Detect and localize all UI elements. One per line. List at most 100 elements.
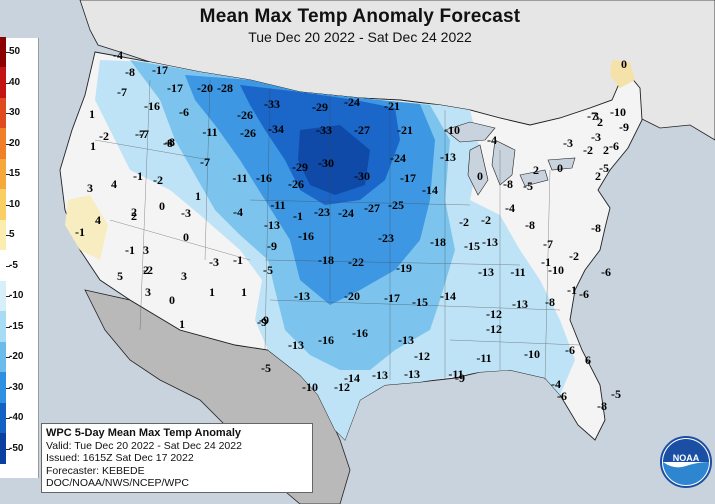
legend-tick	[6, 296, 10, 297]
anomaly-value: 1	[89, 107, 95, 121]
anomaly-value: 0	[557, 161, 563, 175]
anomaly-value: 3	[143, 243, 149, 257]
anomaly-value: -10	[524, 347, 540, 361]
anomaly-value: -13	[512, 297, 528, 311]
info-product-name: WPC 5-Day Mean Max Temp Anomaly	[46, 427, 241, 439]
anomaly-value: -8	[163, 136, 173, 150]
anomaly-value: -26	[240, 126, 256, 140]
state-borders	[94, 79, 581, 381]
anomaly-value: -8	[591, 221, 601, 235]
anomaly-value: -13	[440, 150, 456, 164]
legend-tick	[6, 326, 10, 328]
anomaly-value: -17	[400, 171, 416, 185]
anomaly-value: -23	[378, 231, 394, 245]
anomaly-value: -5	[261, 361, 271, 375]
anomaly-value: -22	[348, 255, 364, 269]
anomaly-value: -8	[125, 65, 135, 79]
anomaly-value: 0	[159, 199, 165, 213]
anomaly-value: -8	[545, 295, 555, 309]
anomaly-value: 1	[209, 285, 215, 299]
anomaly-value: -14	[440, 289, 456, 303]
anomaly-value: -13	[398, 333, 414, 347]
anomaly-value: -10	[444, 123, 460, 137]
anomaly-value: -16	[298, 229, 314, 243]
page-title: Mean Max Temp Anomaly Forecast	[199, 6, 521, 27]
legend-swatch	[0, 250, 6, 281]
anomaly-value: -21	[397, 123, 413, 137]
anomaly-value: 0	[477, 169, 483, 183]
legend-tick	[6, 82, 10, 84]
anomaly-value: -23	[314, 205, 330, 219]
legend-tick	[6, 235, 10, 236]
anomaly-value: 1	[241, 285, 247, 299]
anomaly-value: -26	[288, 177, 304, 191]
anomaly-value: -14	[344, 371, 360, 385]
anomaly-value: -27	[364, 201, 380, 215]
legend-swatch	[0, 372, 6, 403]
anomaly-value: -2	[99, 129, 109, 143]
anomaly-value: -10	[610, 105, 626, 119]
legend-tick	[6, 357, 10, 358]
anomaly-value: -13	[482, 235, 498, 249]
legend-label: 20	[9, 137, 21, 149]
anomaly-value: -11	[510, 265, 526, 279]
anomaly-value: -6	[601, 265, 611, 279]
legend-label: -15	[9, 320, 24, 332]
anomaly-value: -16	[256, 171, 272, 185]
anomaly-value: -9	[455, 371, 465, 385]
anomaly-value: -18	[318, 253, 334, 267]
anomaly-value: -27	[354, 123, 370, 137]
anomaly-value: 0	[621, 57, 627, 71]
anomaly-value: -24	[390, 151, 406, 165]
anomaly-value: -8	[525, 218, 535, 232]
legend-label: 15	[9, 168, 21, 179]
info-box: WPC 5-Day Mean Max Temp Anomaly Valid: T…	[41, 423, 313, 493]
anomaly-value: -25	[388, 198, 404, 212]
anomaly-value: -15	[464, 239, 480, 253]
anomaly-value: -20	[197, 81, 213, 95]
anomaly-value: -20	[344, 289, 360, 303]
legend-tick	[6, 113, 10, 114]
anomaly-value: -16	[352, 326, 368, 340]
anomaly-value: -13	[264, 218, 280, 232]
anomaly-value: -1	[75, 225, 85, 239]
anomaly-value: -13	[294, 289, 310, 303]
anomaly-value: -34	[268, 122, 284, 136]
anomaly-value: 2	[131, 209, 137, 223]
noaa-logo-text: NOAA	[673, 453, 700, 463]
anomaly-value: -11	[448, 367, 464, 381]
legend-swatch	[0, 402, 6, 434]
legend-label: -10	[9, 290, 24, 301]
legend-swatch	[0, 158, 6, 190]
legend-tick	[6, 204, 10, 206]
legend-swatch	[0, 219, 6, 251]
anomaly-value: -1	[541, 255, 551, 269]
anomaly-value: -6	[565, 343, 575, 357]
anomaly-value: 2	[143, 263, 149, 277]
info-forecaster: Forecaster: KEBEDE	[46, 464, 145, 477]
anomaly-value: -13	[288, 338, 304, 352]
anomaly-value: -9	[257, 315, 267, 329]
anomaly-value: -33	[264, 97, 280, 111]
anomaly-value: -4	[551, 377, 561, 391]
anomaly-value: -16	[144, 99, 160, 113]
legend-swatch	[0, 189, 6, 220]
anomaly-value: -3	[209, 255, 219, 269]
page-subtitle: Tue Dec 20 2022 - Sat Dec 24 2022	[248, 29, 472, 45]
anomaly-value: -4	[113, 48, 123, 62]
anomaly-zone-30-deep	[298, 125, 370, 195]
anomaly-value: -5	[263, 263, 273, 277]
legend-label: -20	[9, 351, 24, 362]
anomaly-value: 2	[131, 205, 137, 219]
info-agency: DOC/NOAA/NWS/NCEP/WPC	[46, 477, 189, 489]
anomaly-value: -13	[372, 368, 388, 382]
legend-swatch	[0, 36, 6, 68]
anomaly-value: 6	[585, 353, 591, 367]
anomaly-value: -7	[543, 237, 553, 251]
info-valid: Valid: Tue Dec 20 2022 - Sat Dec 24 2022	[46, 439, 242, 452]
legend-swatch	[0, 433, 6, 464]
legend-label: -30	[9, 381, 24, 393]
anomaly-value: -14	[422, 183, 438, 197]
